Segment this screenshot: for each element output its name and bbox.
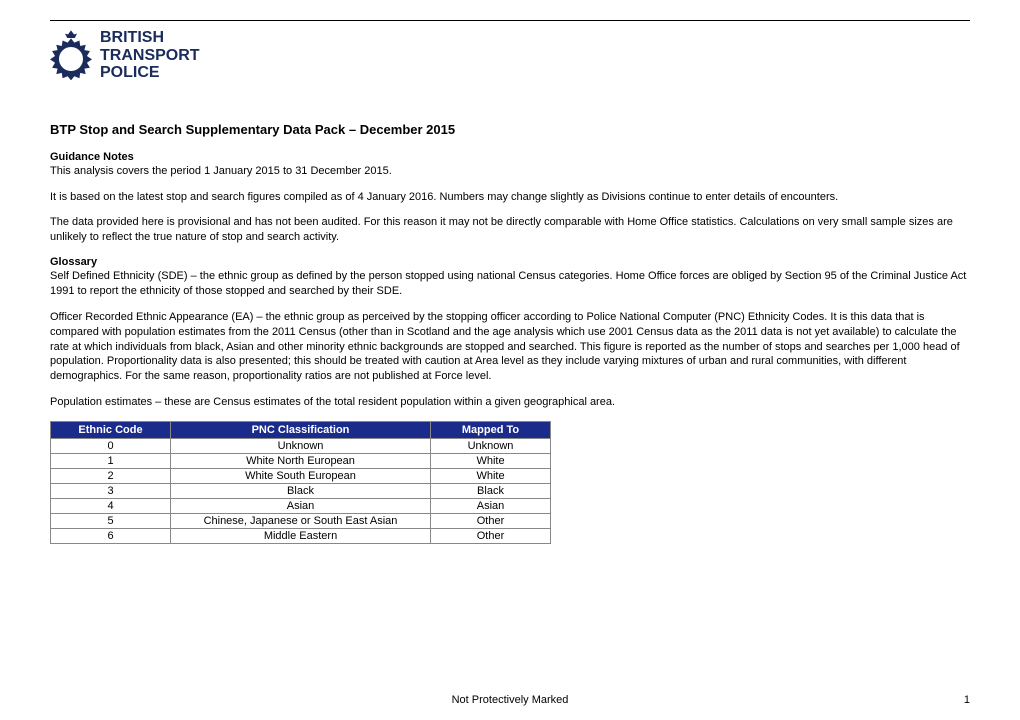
table-header-row: Ethnic Code PNC Classification Mapped To — [51, 421, 551, 438]
badge-icon — [50, 30, 92, 80]
logo-line-1: BRITISH — [100, 29, 200, 47]
glossary-p3: Population estimates – these are Census … — [50, 395, 970, 410]
logo-text: BRITISH TRANSPORT POLICE — [100, 29, 200, 82]
col-pnc-classification: PNC Classification — [171, 421, 431, 438]
cell: 1 — [51, 453, 171, 468]
cell: Other — [431, 513, 551, 528]
glossary-p1: Self Defined Ethnicity (SDE) – the ethni… — [50, 269, 970, 299]
cell: 6 — [51, 528, 171, 543]
cell: Unknown — [431, 438, 551, 453]
cell: 3 — [51, 483, 171, 498]
cell: White — [431, 453, 551, 468]
org-logo: BRITISH TRANSPORT POLICE — [50, 29, 970, 82]
cell: 0 — [51, 438, 171, 453]
table-row: 6 Middle Eastern Other — [51, 528, 551, 543]
page-top-rule — [50, 20, 970, 21]
cell: Middle Eastern — [171, 528, 431, 543]
cell: 2 — [51, 468, 171, 483]
logo-line-2: TRANSPORT — [100, 47, 200, 65]
guidance-p2: It is based on the latest stop and searc… — [50, 190, 970, 205]
cell: Other — [431, 528, 551, 543]
cell: Black — [171, 483, 431, 498]
logo-line-3: POLICE — [100, 64, 200, 82]
cell: Chinese, Japanese or South East Asian — [171, 513, 431, 528]
table-row: 5 Chinese, Japanese or South East Asian … — [51, 513, 551, 528]
cell: White — [431, 468, 551, 483]
cell: 5 — [51, 513, 171, 528]
cell: Asian — [431, 498, 551, 513]
guidance-p3: The data provided here is provisional an… — [50, 215, 970, 245]
table-row: 2 White South European White — [51, 468, 551, 483]
footer-page-number: 1 — [964, 694, 970, 706]
cell: Asian — [171, 498, 431, 513]
ethnic-code-table: Ethnic Code PNC Classification Mapped To… — [50, 421, 551, 544]
table-row: 4 Asian Asian — [51, 498, 551, 513]
footer-classification: Not Protectively Marked — [452, 694, 569, 706]
page-footer: Not Protectively Marked 1 — [50, 694, 970, 706]
glossary-p2: Officer Recorded Ethnic Appearance (EA) … — [50, 310, 970, 384]
cell: Black — [431, 483, 551, 498]
page-title: BTP Stop and Search Supplementary Data P… — [50, 122, 970, 137]
table-row: 3 Black Black — [51, 483, 551, 498]
cell: Unknown — [171, 438, 431, 453]
table-body: 0 Unknown Unknown 1 White North European… — [51, 438, 551, 543]
col-ethnic-code: Ethnic Code — [51, 421, 171, 438]
col-mapped-to: Mapped To — [431, 421, 551, 438]
guidance-heading: Guidance Notes — [50, 151, 970, 163]
table-row: 0 Unknown Unknown — [51, 438, 551, 453]
cell: White South European — [171, 468, 431, 483]
cell: 4 — [51, 498, 171, 513]
guidance-p1: This analysis covers the period 1 Januar… — [50, 164, 970, 179]
glossary-heading: Glossary — [50, 256, 970, 268]
table-row: 1 White North European White — [51, 453, 551, 468]
cell: White North European — [171, 453, 431, 468]
